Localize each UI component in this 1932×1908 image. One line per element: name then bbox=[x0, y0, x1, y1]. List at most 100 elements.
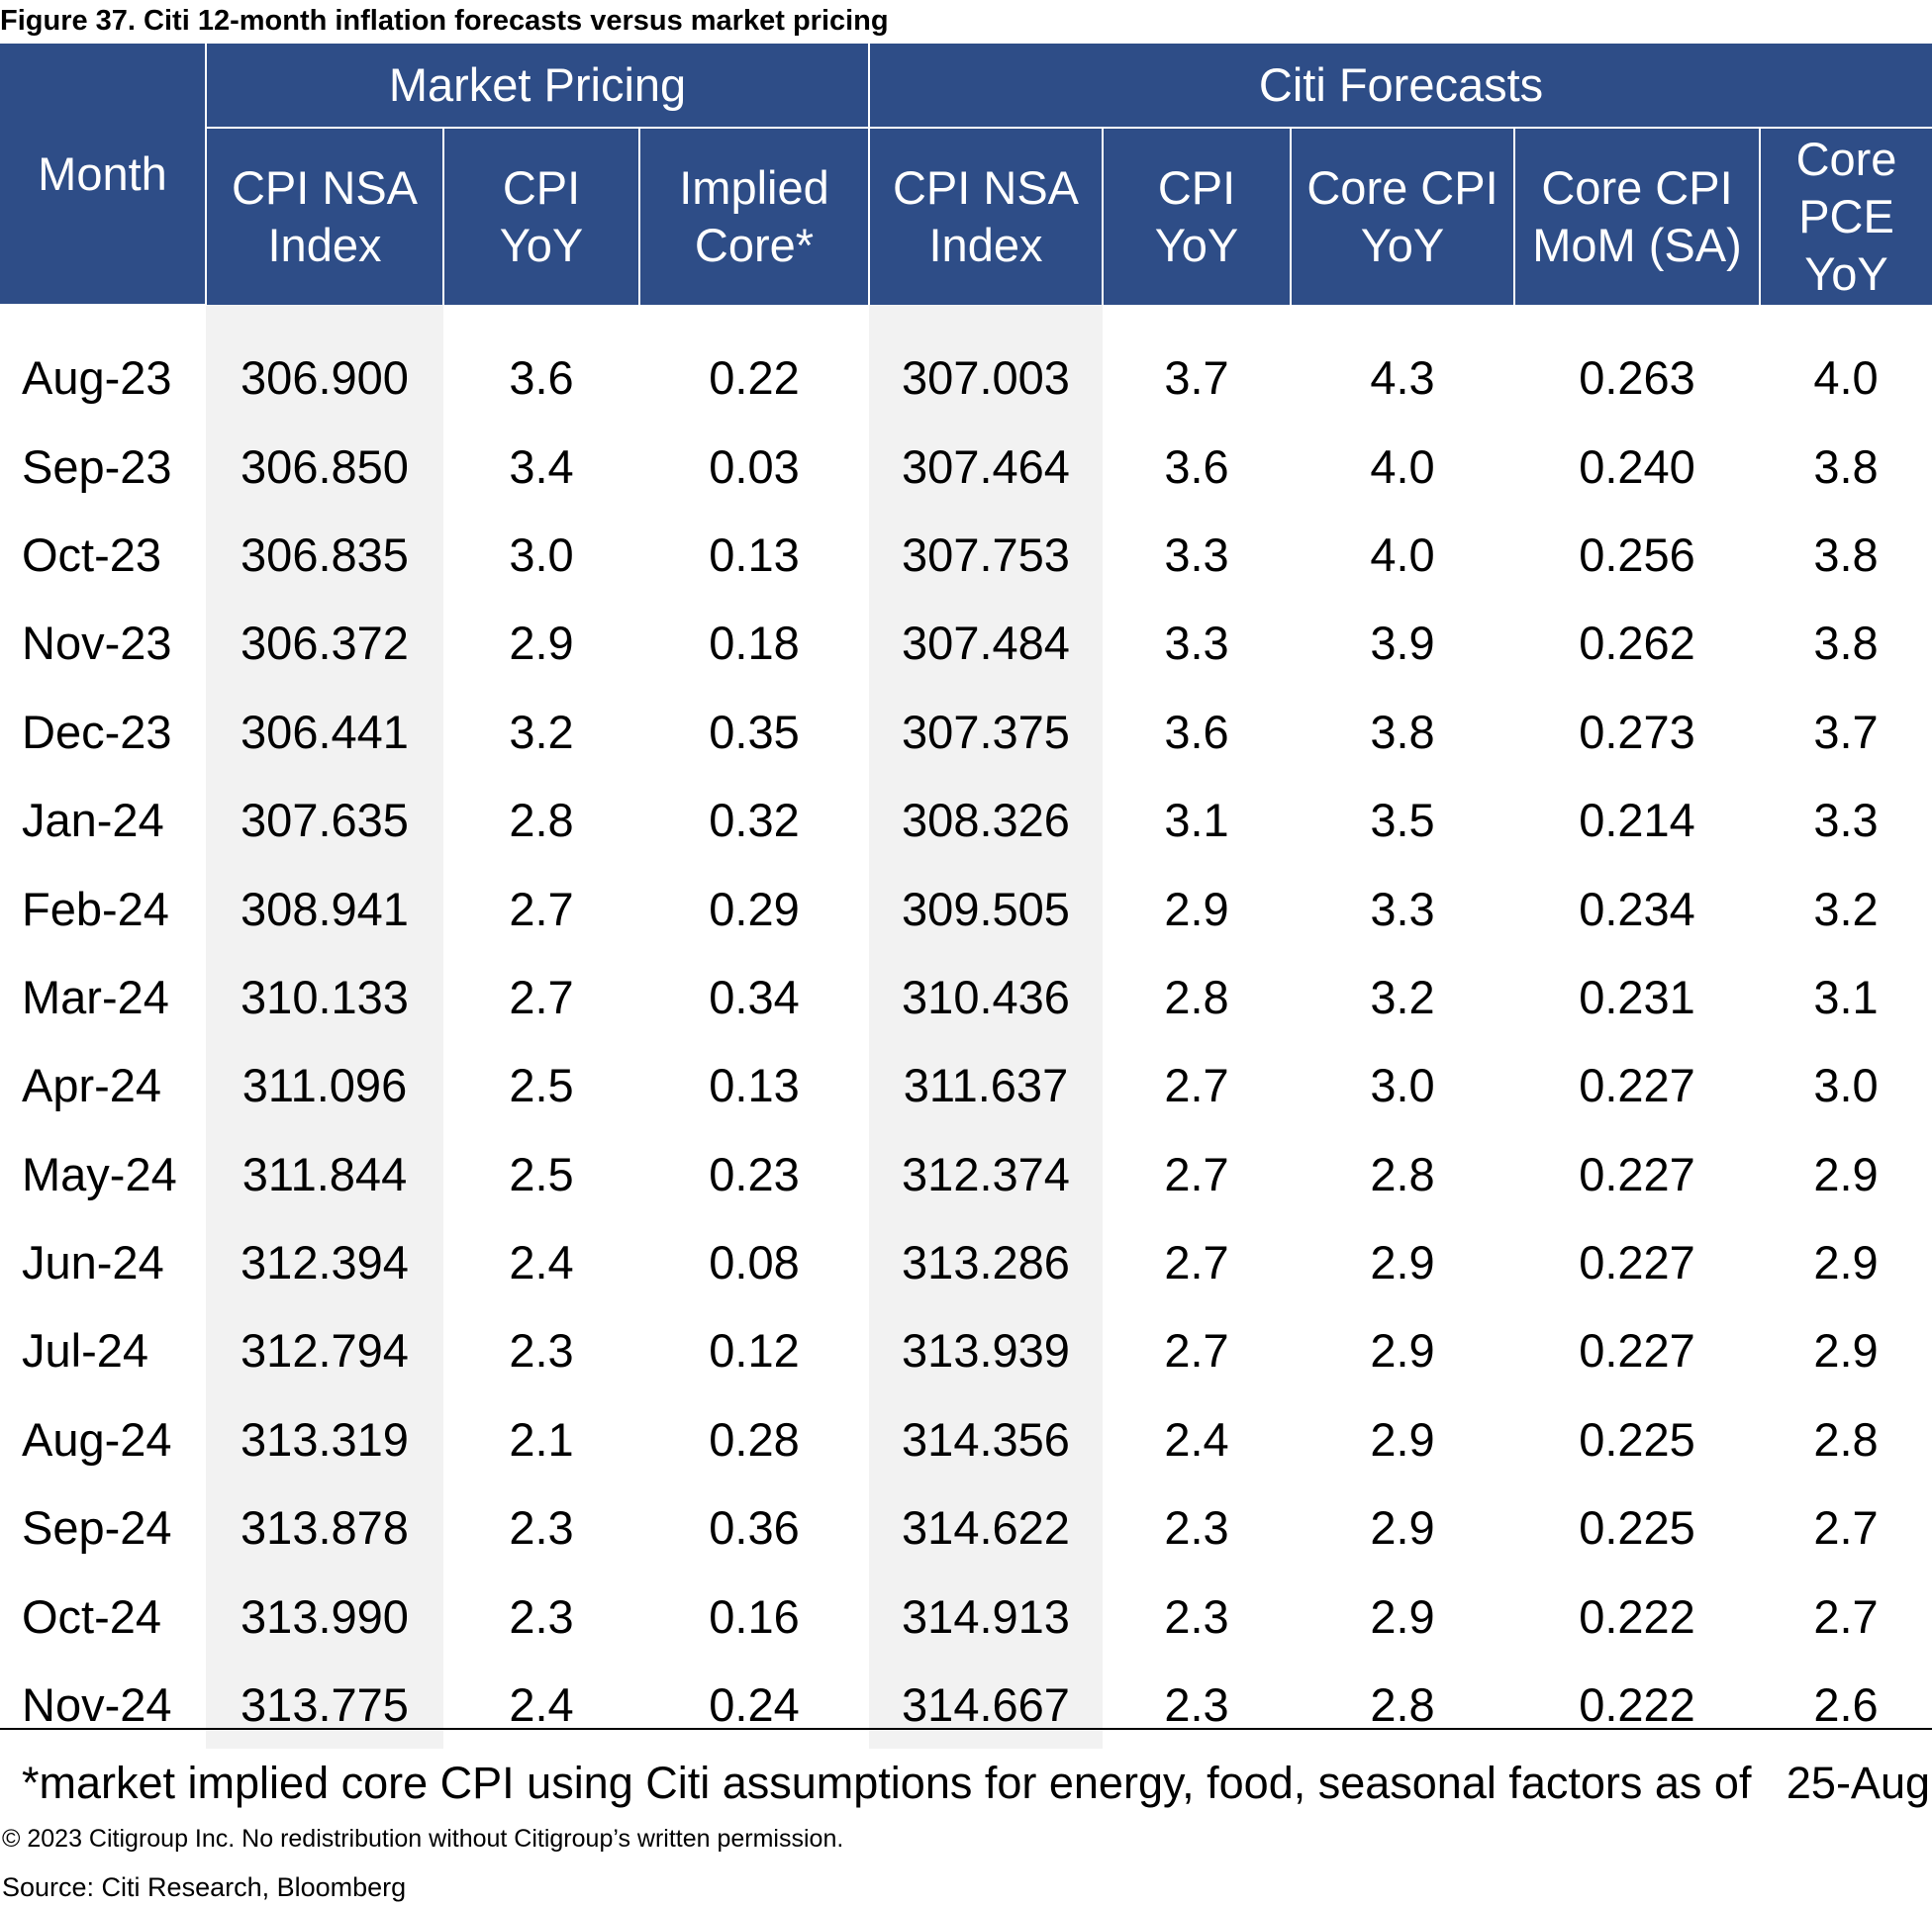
month-cell: May-24 bbox=[22, 1147, 177, 1200]
column-header-line: CPI bbox=[1157, 161, 1236, 214]
citi-cpi-nsa-index-header: CPI NSA Index bbox=[868, 128, 1103, 305]
market-implied-core-cell: 0.13 bbox=[709, 527, 800, 581]
month-cell: Oct-23 bbox=[22, 527, 162, 581]
citi-forecasts-group-header: Citi Forecasts bbox=[867, 44, 1932, 129]
citi-cpi-yoy-cell: 2.3 bbox=[1164, 1501, 1229, 1555]
citi-cpi-nsa-index-cell: 314.622 bbox=[869, 1483, 1103, 1573]
market-cpi-nsa-index-cell: 306.441 bbox=[206, 687, 443, 776]
market-cpi-nsa-index-cell: 307.635 bbox=[206, 775, 443, 865]
citi-core-pce-yoy-cell: 2.7 bbox=[1813, 1501, 1879, 1555]
column-header-line: CPI NSA bbox=[892, 161, 1080, 214]
table-row: May-24 311.844 2.5 0.23 312.374 2.7 2.8 0.227 2.… bbox=[0, 1129, 1932, 1218]
figure-title: Figure 37. Citi 12-month inflation forec… bbox=[0, 5, 889, 37]
market-cpi-nsa-index-cell: 313.319 bbox=[206, 1394, 443, 1484]
citi-core-pce-yoy-cell: 3.8 bbox=[1813, 527, 1879, 581]
citi-core-pce-yoy-cell: 3.0 bbox=[1813, 1059, 1879, 1112]
citi-core-pce-yoy-cell: 2.7 bbox=[1813, 1589, 1879, 1643]
citi-core-cpi-yoy-cell: 3.5 bbox=[1370, 794, 1435, 847]
table-row: Oct-24 313.990 2.3 0.16 314.913 2.3 2.9 0.222 2.… bbox=[0, 1572, 1932, 1661]
table-row: Aug-24 313.319 2.1 0.28 314.356 2.4 2.9 0.225 2.… bbox=[0, 1394, 1932, 1484]
citi-core-cpi-yoy-header: Core CPI YoY bbox=[1290, 128, 1514, 305]
table-row: Apr-24 311.096 2.5 0.13 311.637 2.7 3.0 0.227 3.… bbox=[0, 1041, 1932, 1130]
citi-cpi-yoy-cell: 2.3 bbox=[1164, 1678, 1229, 1732]
citi-core-pce-yoy-cell: 2.6 bbox=[1813, 1678, 1879, 1732]
footnote-date: 25-Aug bbox=[1786, 1758, 1930, 1808]
citi-core-pce-yoy-cell: 3.8 bbox=[1813, 439, 1879, 493]
column-header-line: MoM (SA) bbox=[1532, 219, 1742, 271]
market-implied-core-cell: 0.29 bbox=[709, 882, 800, 935]
citi-core-cpi-yoy-cell: 2.9 bbox=[1370, 1589, 1435, 1643]
month-cell: Jan-24 bbox=[22, 794, 164, 847]
citi-cpi-yoy-cell: 2.9 bbox=[1164, 882, 1229, 935]
market-cpi-yoy-cell: 3.4 bbox=[509, 439, 574, 493]
column-header-line: YoY bbox=[1154, 219, 1239, 271]
market-cpi-nsa-index-cell: 306.372 bbox=[206, 599, 443, 688]
citi-core-cpi-yoy-cell: 4.0 bbox=[1370, 527, 1435, 581]
table-row: Mar-24 310.133 2.7 0.34 310.436 2.8 3.2 0.231 3.… bbox=[0, 952, 1932, 1042]
market-cpi-yoy-cell: 2.3 bbox=[509, 1501, 574, 1555]
month-cell: Dec-23 bbox=[22, 705, 172, 758]
citi-core-cpi-mom-sa-cell: 0.256 bbox=[1579, 527, 1695, 581]
table-row: Jan-24 307.635 2.8 0.32 308.326 3.1 3.5 0.214 3.… bbox=[0, 775, 1932, 865]
citi-core-cpi-mom-sa-cell: 0.234 bbox=[1579, 882, 1695, 935]
citi-cpi-nsa-index-cell: 308.326 bbox=[869, 775, 1103, 865]
table-row: Feb-24 308.941 2.7 0.29 309.505 2.9 3.3 0.234 3.… bbox=[0, 864, 1932, 953]
market-cpi-nsa-index-cell: 312.794 bbox=[206, 1306, 443, 1395]
month-cell: Sep-23 bbox=[22, 439, 172, 493]
citi-core-cpi-yoy-cell: 2.9 bbox=[1370, 1324, 1435, 1378]
citi-core-cpi-mom-sa-cell: 0.263 bbox=[1579, 350, 1695, 404]
month-column-header: Month bbox=[0, 44, 206, 306]
market-implied-core-cell: 0.34 bbox=[709, 970, 800, 1023]
citi-cpi-nsa-index-cell: 312.374 bbox=[869, 1129, 1103, 1218]
market-implied-core-cell: 0.13 bbox=[709, 1059, 800, 1112]
market-cpi-yoy-cell: 2.5 bbox=[509, 1059, 574, 1112]
table-row: Dec-23 306.441 3.2 0.35 307.375 3.6 3.8 0.273 3.… bbox=[0, 687, 1932, 776]
inflation-forecast-table: Month Market Pricing Citi Forecasts CPI … bbox=[0, 44, 1932, 1750]
market-cpi-nsa-index-cell: 306.900 bbox=[206, 305, 443, 423]
citi-core-cpi-yoy-cell: 2.8 bbox=[1370, 1678, 1435, 1732]
citi-core-cpi-mom-sa-cell: 0.262 bbox=[1579, 617, 1695, 670]
citi-core-cpi-mom-sa-cell: 0.222 bbox=[1579, 1589, 1695, 1643]
citi-core-pce-yoy-cell: 4.0 bbox=[1813, 350, 1879, 404]
market-cpi-nsa-index-cell: 310.133 bbox=[206, 952, 443, 1042]
market-implied-core-cell: 0.24 bbox=[709, 1678, 800, 1732]
market-implied-core-cell: 0.36 bbox=[709, 1501, 800, 1555]
copyright-notice: © 2023 Citigroup Inc. No redistribution … bbox=[2, 1825, 844, 1853]
month-cell: Apr-24 bbox=[22, 1059, 162, 1112]
citi-cpi-yoy-cell: 3.3 bbox=[1164, 617, 1229, 670]
column-header-line: Index bbox=[267, 219, 382, 271]
market-cpi-yoy-cell: 2.3 bbox=[509, 1589, 574, 1643]
citi-cpi-yoy-cell: 2.4 bbox=[1164, 1412, 1229, 1466]
citi-cpi-yoy-cell: 3.7 bbox=[1164, 350, 1229, 404]
market-cpi-yoy-cell: 3.6 bbox=[509, 350, 574, 404]
table-bottom-rule bbox=[0, 1728, 1932, 1730]
column-header-line: YoY bbox=[499, 219, 584, 271]
citi-core-cpi-yoy-cell: 3.3 bbox=[1370, 882, 1435, 935]
citi-core-pce-yoy-cell: 2.8 bbox=[1813, 1412, 1879, 1466]
market-implied-core-cell: 0.28 bbox=[709, 1412, 800, 1466]
citi-cpi-nsa-index-cell: 313.939 bbox=[869, 1306, 1103, 1395]
month-cell: Aug-23 bbox=[22, 351, 172, 405]
citi-core-cpi-mom-sa-cell: 0.227 bbox=[1579, 1324, 1695, 1378]
column-header-line: YoY bbox=[1360, 219, 1445, 271]
citi-cpi-yoy-cell: 2.3 bbox=[1164, 1589, 1229, 1643]
citi-cpi-nsa-index-cell: 314.667 bbox=[869, 1660, 1103, 1750]
market-cpi-yoy-cell: 2.9 bbox=[509, 617, 574, 670]
citi-cpi-yoy-cell: 3.3 bbox=[1164, 527, 1229, 581]
citi-core-cpi-mom-sa-cell: 0.227 bbox=[1579, 1147, 1695, 1200]
column-header-line: Index bbox=[928, 219, 1043, 271]
column-header-line: Core* bbox=[694, 219, 815, 271]
month-cell: Mar-24 bbox=[22, 970, 169, 1023]
table-row: Aug-23 306.900 3.6 0.22 307.003 3.7 4.3 0.263 4.… bbox=[0, 305, 1932, 423]
citi-core-cpi-mom-sa-cell: 0.227 bbox=[1579, 1236, 1695, 1289]
citi-cpi-nsa-index-cell: 314.913 bbox=[869, 1572, 1103, 1661]
market-cpi-nsa-index-cell: 306.850 bbox=[206, 422, 443, 511]
citi-cpi-yoy-cell: 2.7 bbox=[1164, 1236, 1229, 1289]
citi-core-cpi-mom-sa-cell: 0.225 bbox=[1579, 1501, 1695, 1555]
month-cell: Jul-24 bbox=[22, 1324, 149, 1378]
market-cpi-nsa-index-cell: 311.096 bbox=[206, 1041, 443, 1130]
market-implied-core-cell: 0.18 bbox=[709, 617, 800, 670]
citi-core-cpi-mom-sa-cell: 0.214 bbox=[1579, 794, 1695, 847]
month-cell: Aug-24 bbox=[22, 1412, 172, 1466]
citi-cpi-nsa-index-cell: 307.484 bbox=[869, 599, 1103, 688]
